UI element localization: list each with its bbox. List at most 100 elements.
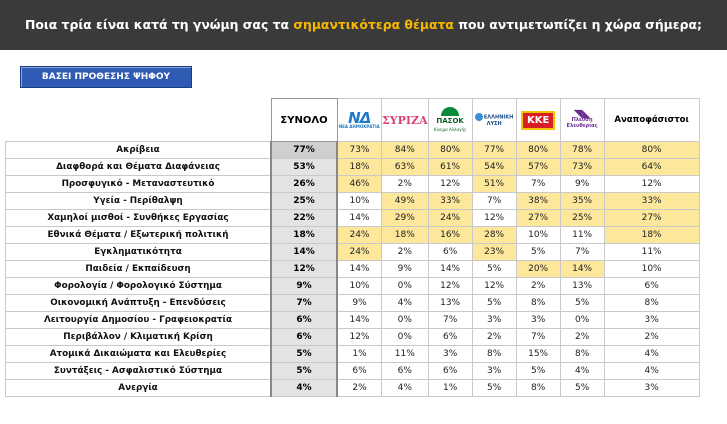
row-label: Παιδεία / Εκπαίδευση	[5, 260, 272, 278]
total-cell: 53%	[270, 158, 338, 176]
value-cell: 18%	[336, 158, 382, 176]
value-cell: 2%	[336, 379, 382, 397]
value-cell: 38%	[515, 192, 561, 210]
value-cell: 13%	[427, 294, 473, 312]
value-cell: 64%	[603, 158, 700, 176]
value-cell: 14%	[336, 260, 382, 278]
table-row: Διαφθορά και Θέματα Διαφάνειας 53% 18% 63% 6…	[5, 158, 700, 176]
value-cell: 77%	[471, 141, 517, 159]
value-cell: 5%	[559, 379, 605, 397]
value-cell: 78%	[559, 141, 605, 159]
pasok-logo-sub: Κίνημα Αλλαγής	[433, 126, 467, 132]
value-cell: 12%	[427, 277, 473, 295]
value-cell: 27%	[515, 209, 561, 227]
value-cell: 63%	[381, 158, 429, 176]
value-cell: 12%	[471, 209, 517, 227]
table-row: Εθνικά Θέματα / Εξωτερική πολιτική 18% 24%…	[5, 226, 700, 244]
value-cell: 10%	[336, 277, 382, 295]
value-cell: 3%	[471, 311, 517, 329]
total-cell: 18%	[270, 226, 338, 244]
table-row: Συντάξεις - Ασφαλιστικό Σύστημα 5% 6% 6% 6% 3…	[5, 362, 700, 380]
total-cell: 5%	[270, 362, 338, 380]
table-row: Περιβάλλον / Κλιματική Κρίση 6% 12% 0% 6% 2% 7…	[5, 328, 700, 346]
value-cell: 2%	[559, 328, 605, 346]
value-cell: 12%	[471, 277, 517, 295]
row-label: Οικονομική Ανάπτυξη - Επενδύσεις	[5, 294, 272, 312]
value-cell: 4%	[381, 294, 429, 312]
value-cell: 18%	[381, 226, 429, 244]
col-header-elliniki-lysi: ΕΛΛΗΝΙΚΗ ΛΥΣΗ	[471, 98, 517, 142]
value-cell: 5%	[515, 362, 561, 380]
value-cell: 2%	[381, 175, 429, 193]
row-label: Συντάξεις - Ασφαλιστικό Σύστημα	[5, 362, 272, 380]
row-label: Προσφυγικό - Μεταναστευτικό	[5, 175, 272, 193]
value-cell: 9%	[559, 175, 605, 193]
row-label: Λειτουργία Δημοσίου - Γραφειοκρατία	[5, 311, 272, 329]
value-cell: 7%	[471, 192, 517, 210]
table-row: Υγεία - Περίθαλψη 25% 10% 49% 33% 7% 38% 35% 33%	[5, 192, 700, 210]
col-header-kke: ΚΚΕ	[515, 98, 561, 142]
col-header-undecided: Αναποφάσιστοι	[603, 98, 700, 142]
table-row: Ανεργία 4% 2% 4% 1% 5% 8% 5% 3%	[5, 379, 700, 397]
row-label: Περιβάλλον / Κλιματική Κρίση	[5, 328, 272, 346]
value-cell: 27%	[603, 209, 700, 227]
table-row: Προσφυγικό - Μεταναστευτικό 26% 46% 2% 12% 51…	[5, 175, 700, 193]
total-cell: 25%	[270, 192, 338, 210]
total-cell: 4%	[270, 379, 338, 397]
value-cell: 3%	[471, 362, 517, 380]
value-cell: 2%	[515, 277, 561, 295]
table-row: Ατομικά Δικαιώματα και Ελευθερίες 5% 1% 11%…	[5, 345, 700, 363]
value-cell: 1%	[336, 345, 382, 363]
value-cell: 0%	[559, 311, 605, 329]
value-cell: 13%	[559, 277, 605, 295]
nd-logo-text: ΝΔ	[348, 109, 371, 127]
nd-logo-sub: ΝΕΑ ΔΗΜΟΚΡΑΤΙΑ	[338, 124, 380, 129]
value-cell: 35%	[559, 192, 605, 210]
value-cell: 8%	[471, 345, 517, 363]
value-cell: 7%	[515, 328, 561, 346]
table-row: Ακρίβεια 77% 73% 84% 80% 77% 80% 78% 80%	[5, 141, 700, 159]
elliniki-lysi-logo-text: ΕΛΛΗΝΙΚΗ ΛΥΣΗ	[483, 114, 514, 127]
table-row: Χαμηλοί μισθοί - Συνθήκες Εργασίας 22% 14%…	[5, 209, 700, 227]
value-cell: 29%	[381, 209, 429, 227]
total-cell: 12%	[270, 260, 338, 278]
value-cell: 24%	[427, 209, 473, 227]
value-cell: 9%	[336, 294, 382, 312]
pasok-sun-icon	[441, 106, 460, 116]
value-cell: 5%	[471, 294, 517, 312]
row-label: Διαφθορά και Θέματα Διαφάνειας	[5, 158, 272, 176]
row-label: Εθνικά Θέματα / Εξωτερική πολιτική	[5, 226, 272, 244]
value-cell: 5%	[515, 243, 561, 261]
table-row: Λειτουργία Δημοσίου - Γραφειοκρατία 6% 14%…	[5, 311, 700, 329]
value-cell: 6%	[381, 362, 429, 380]
row-label: Ατομικά Δικαιώματα και Ελευθερίες	[5, 345, 272, 363]
row-label: Εγκληματικότητα	[5, 243, 272, 261]
total-cell: 7%	[270, 294, 338, 312]
value-cell: 6%	[427, 243, 473, 261]
value-cell: 33%	[427, 192, 473, 210]
value-cell: 3%	[427, 345, 473, 363]
col-header-plefsi: ◥◣ Πλεύση Ελευθερίας	[559, 98, 605, 142]
table-row: Φορολογία / Φορολογικό Σύστημα 9% 10% 0% 12%…	[5, 277, 700, 295]
table-row: Οικονομική Ανάπτυξη - Επενδύσεις 7% 9% 4% 13…	[5, 294, 700, 312]
value-cell: 14%	[336, 311, 382, 329]
total-cell: 5%	[270, 345, 338, 363]
value-cell: 24%	[336, 226, 382, 244]
vote-intention-button[interactable]: ΒΑΣΕΙ ΠΡΟΘΕΣΗΣ ΨΗΦΟΥ	[20, 66, 192, 88]
value-cell: 2%	[603, 328, 700, 346]
elliniki-lysi-dot-icon	[474, 112, 483, 121]
value-cell: 3%	[515, 311, 561, 329]
value-cell: 23%	[471, 243, 517, 261]
value-cell: 5%	[471, 379, 517, 397]
table-row: Εγκληματικότητα 14% 24% 2% 6% 23% 5% 7% 11%	[5, 243, 700, 261]
value-cell: 6%	[427, 362, 473, 380]
value-cell: 4%	[559, 362, 605, 380]
table-row: Παιδεία / Εκπαίδευση 12% 14% 9% 14% 5% 20% 14% 1…	[5, 260, 700, 278]
value-cell: 2%	[381, 243, 429, 261]
value-cell: 73%	[336, 141, 382, 159]
results-table: ΣΥΝΟΛΟ ΝΔ ΝΕΑ ΔΗΜΟΚΡΑΤΙΑ ΣΥΡΙΖΑ ΠΑΣΟΚ Κίνη…	[5, 98, 700, 397]
pasok-logo-text: ΠΑΣΟΚ	[436, 116, 464, 125]
value-cell: 6%	[336, 362, 382, 380]
value-cell: 8%	[559, 345, 605, 363]
col-header-total: ΣΥΝΟΛΟ	[270, 98, 338, 142]
